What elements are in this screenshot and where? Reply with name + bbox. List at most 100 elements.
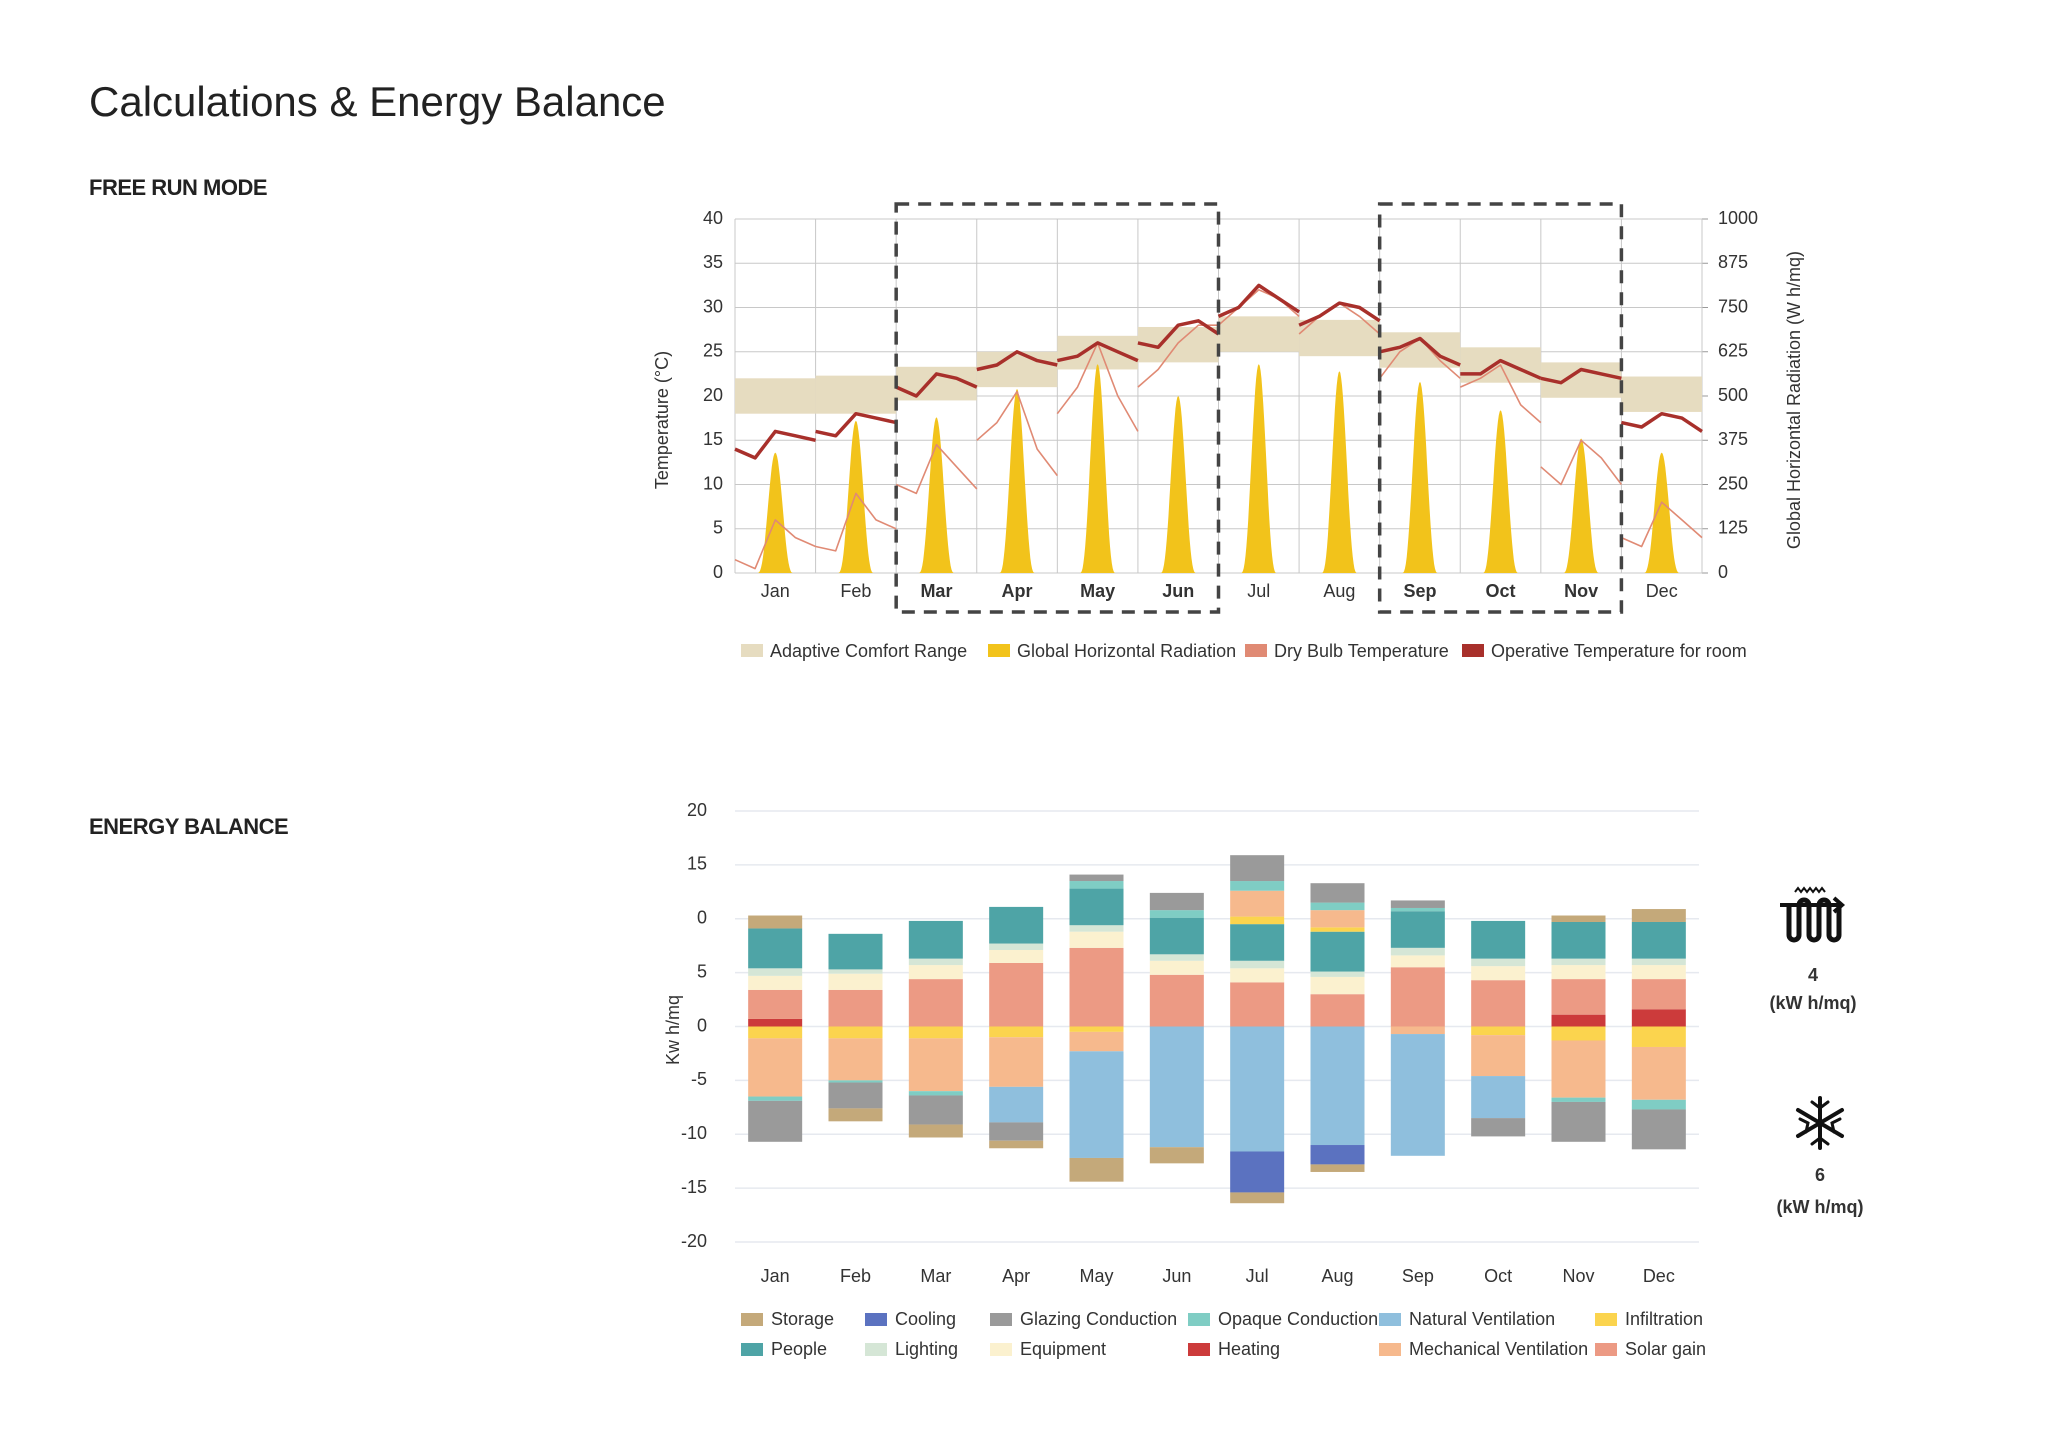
bar-segment (748, 968, 803, 976)
bar-segment (1230, 924, 1285, 961)
legend-swatch (1188, 1343, 1210, 1356)
bar-segment (748, 1018, 803, 1027)
bar-segment (1149, 910, 1204, 918)
bar-segment (828, 933, 883, 970)
y-axis-title: Temperature (°C) (652, 351, 672, 489)
temperature-line (1137, 319, 1220, 350)
bar-segment (1310, 931, 1365, 972)
x-tick-label: Oct (1484, 1266, 1512, 1286)
bar-segment (1631, 921, 1686, 959)
y2-tick-label: 875 (1718, 252, 1748, 272)
x-tick-label: Feb (840, 581, 871, 601)
bar-segment (989, 962, 1044, 1027)
radiation-peak (1321, 371, 1358, 573)
temperature-line (1540, 367, 1622, 385)
y-tick-label: 30 (703, 296, 723, 316)
highlight-box (894, 202, 1221, 614)
comfort-band (976, 351, 1058, 388)
y2-tick-label: 125 (1718, 518, 1748, 538)
legend-swatch (1595, 1313, 1617, 1326)
y-tick-label: 15 (703, 429, 723, 449)
bar-segment (1149, 917, 1204, 955)
bar-segment (908, 979, 963, 1027)
legend-label: Solar gain (1625, 1339, 1706, 1359)
bar-segment (828, 1026, 883, 1039)
bar-segment (1069, 931, 1124, 948)
bar-segment (989, 906, 1044, 944)
legend-swatch (988, 644, 1010, 657)
bar-segment (1310, 1164, 1365, 1172)
radiation-peak (1482, 410, 1519, 573)
legend-swatch (1462, 644, 1484, 657)
y2-tick-label: 1000 (1718, 208, 1758, 228)
bar-segment (1230, 881, 1285, 891)
x-tick-label: Aug (1323, 581, 1355, 601)
bar-segment (1230, 855, 1285, 882)
bar-segment (1390, 947, 1445, 956)
bar-segment (1310, 976, 1365, 995)
y-tick-label: 20 (687, 800, 707, 820)
heating-unit: (kW h/mq) (1770, 993, 1857, 1013)
bar-segment (908, 920, 963, 959)
temperature-line (976, 390, 1058, 477)
page-title: Calculations & Energy Balance (89, 78, 666, 125)
bar-segment (748, 928, 803, 969)
bar-segment (1551, 1014, 1606, 1027)
bar-segment (1310, 994, 1365, 1027)
temperature-line (734, 519, 816, 570)
legend-swatch (741, 644, 763, 657)
legend-label: Dry Bulb Temperature (1274, 641, 1449, 661)
x-tick-label: Apr (1002, 1266, 1030, 1286)
y-tick-label: -10 (681, 1123, 707, 1143)
bar-segment (1149, 954, 1204, 961)
bar-segment (1390, 955, 1445, 968)
x-tick-label: Nov (1562, 1266, 1594, 1286)
legend-swatch (1188, 1313, 1210, 1326)
bar-segment (1471, 920, 1526, 959)
comfort-band (735, 378, 816, 414)
bar-segment (1149, 960, 1204, 975)
bar-segment (748, 1100, 803, 1142)
bar-segment (1149, 892, 1204, 911)
y-tick-label: 40 (703, 208, 723, 228)
bar-segment (748, 1096, 803, 1101)
comfort-band (1218, 316, 1300, 352)
y-tick-label: 20 (703, 385, 723, 405)
radiation-peak (918, 417, 955, 573)
temperature-line (1459, 364, 1542, 424)
temperature-line (815, 411, 897, 438)
heating-total: 4 (1808, 965, 1818, 985)
temperature-line (976, 350, 1058, 372)
bar-segment (1471, 1035, 1526, 1077)
bar-segment (908, 958, 963, 966)
bar-segment (1230, 1192, 1285, 1204)
y2-axis-title: Global Horizontal Radiation (W h/mq) (1784, 251, 1804, 549)
bar-segment (1230, 968, 1285, 983)
legend-label: People (771, 1339, 827, 1359)
y-tick-label: 10 (703, 473, 723, 493)
legend-label: Storage (771, 1309, 834, 1329)
x-tick-label: Dec (1643, 1266, 1675, 1286)
bar-segment (828, 1082, 883, 1109)
temperature-line (1460, 358, 1542, 380)
bar-segment (1471, 1118, 1526, 1137)
x-tick-label: Apr (1002, 581, 1033, 601)
bar-segment (1551, 1097, 1606, 1102)
legend-label: Equipment (1020, 1339, 1106, 1359)
bar-segment (1631, 1109, 1686, 1150)
bar-segment (1471, 1026, 1526, 1036)
y2-tick-label: 0 (1718, 562, 1728, 582)
y-tick-label: -15 (681, 1177, 707, 1197)
bar-segment (908, 1091, 963, 1096)
radiation-peak (757, 452, 793, 573)
bar-segment (908, 965, 963, 980)
bar-segment (1551, 915, 1606, 922)
bar-segment (1230, 1026, 1285, 1152)
temperature-line (895, 372, 978, 398)
bar-segment (989, 1037, 1044, 1087)
bar-segment (1551, 921, 1606, 959)
bar-segment (1310, 1026, 1365, 1146)
legend-label: Operative Temperature for room (1491, 641, 1747, 661)
bar-segment (1310, 1145, 1365, 1165)
legend-label: Global Horizontal Radiation (1017, 641, 1236, 661)
